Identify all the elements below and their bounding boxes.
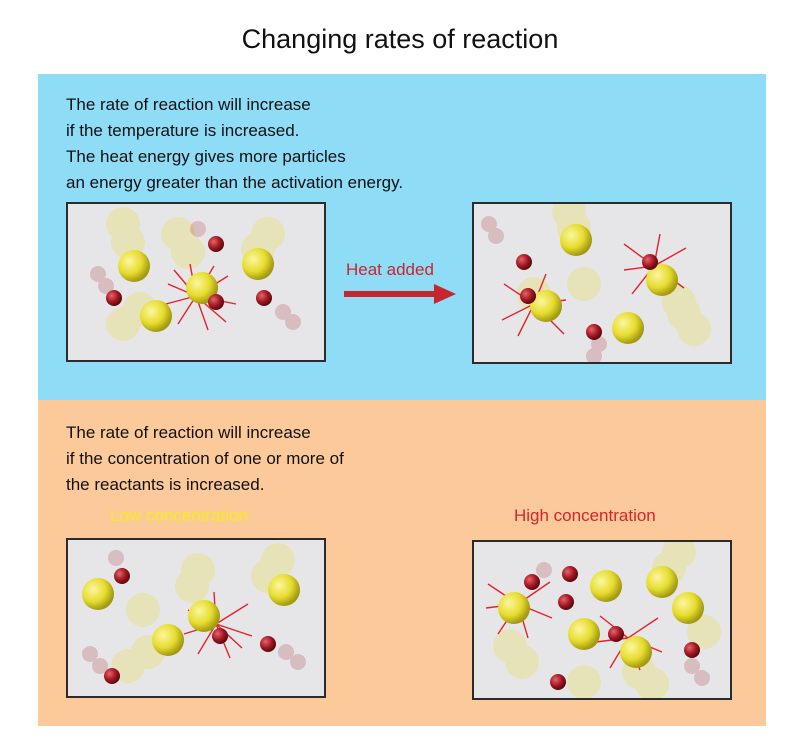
yellow-particle (188, 600, 220, 632)
low-concentration-particles (82, 543, 306, 684)
after-heat-diagram (472, 202, 732, 364)
yellow-particle (646, 566, 678, 598)
temperature-line-3: The heat energy gives more particles (66, 147, 346, 166)
red-particle (520, 288, 536, 304)
temperature-line-2: if the temperature is increased. (66, 121, 300, 140)
yellow-particle (186, 272, 218, 304)
red-particle (558, 594, 574, 610)
yellow-particle (140, 300, 172, 332)
yellow-particle (82, 578, 114, 610)
concentration-explanation: The rate of reaction will increase if th… (66, 420, 344, 498)
yellow-particle (560, 224, 592, 256)
yellow-particle-trails (111, 543, 295, 683)
red-particle (684, 642, 700, 658)
red-particle (550, 674, 566, 690)
concentration-line-3: the reactants is increased. (66, 475, 265, 494)
heat-added-arrow (344, 284, 456, 304)
yellow-particle (530, 290, 562, 322)
yellow-particle (118, 250, 150, 282)
yellow-particle (672, 592, 704, 624)
temperature-line-1: The rate of reaction will increase (66, 95, 311, 114)
concentration-line-2: if the concentration of one or more of (66, 449, 344, 468)
red-particle-trails (82, 550, 306, 674)
temperature-explanation: The rate of reaction will increase if th… (66, 92, 403, 196)
yellow-particle (268, 574, 300, 606)
temperature-line-4: an energy greater than the activation en… (66, 173, 404, 192)
high-concentration-particles (485, 542, 721, 698)
red-particle-trails (90, 221, 301, 330)
page-title: Changing rates of reaction (241, 24, 559, 54)
temperature-panel: The rate of reaction will increase if th… (38, 74, 766, 400)
high-concentration-diagram (472, 540, 732, 700)
red-particle (608, 626, 624, 642)
yellow-particle (620, 636, 652, 668)
after-heat-particles (481, 204, 711, 362)
yellow-particle (152, 624, 184, 656)
yellow-particle (646, 264, 678, 296)
low-concentration-diagram (66, 538, 326, 698)
red-particle (212, 628, 228, 644)
yellow-particle (242, 248, 274, 280)
heat-added-label: Heat added (346, 260, 434, 279)
red-particle (106, 290, 122, 306)
before-heat-diagram (66, 202, 326, 362)
yellow-particle (568, 618, 600, 650)
high-concentration-label: High concentration (514, 506, 656, 525)
low-concentration-label: Low concentration (110, 506, 248, 525)
concentration-panel: The rate of reaction will increase if th… (38, 400, 766, 726)
red-particle (260, 636, 276, 652)
red-particle (208, 294, 224, 310)
yellow-particle (498, 592, 530, 624)
red-particle (114, 568, 130, 584)
red-particle (516, 254, 532, 270)
yellow-particle (612, 312, 644, 344)
red-particle (642, 254, 658, 270)
yellow-particle (590, 570, 622, 602)
concentration-line-1: The rate of reaction will increase (66, 423, 311, 442)
red-particle (104, 668, 120, 684)
red-particle (524, 574, 540, 590)
red-particle (208, 236, 224, 252)
red-particle-trails (536, 562, 710, 686)
red-particle (256, 290, 272, 306)
red-particle-trails (481, 216, 607, 362)
red-particle (562, 566, 578, 582)
before-heat-particles (90, 207, 301, 341)
red-particle (586, 324, 602, 340)
